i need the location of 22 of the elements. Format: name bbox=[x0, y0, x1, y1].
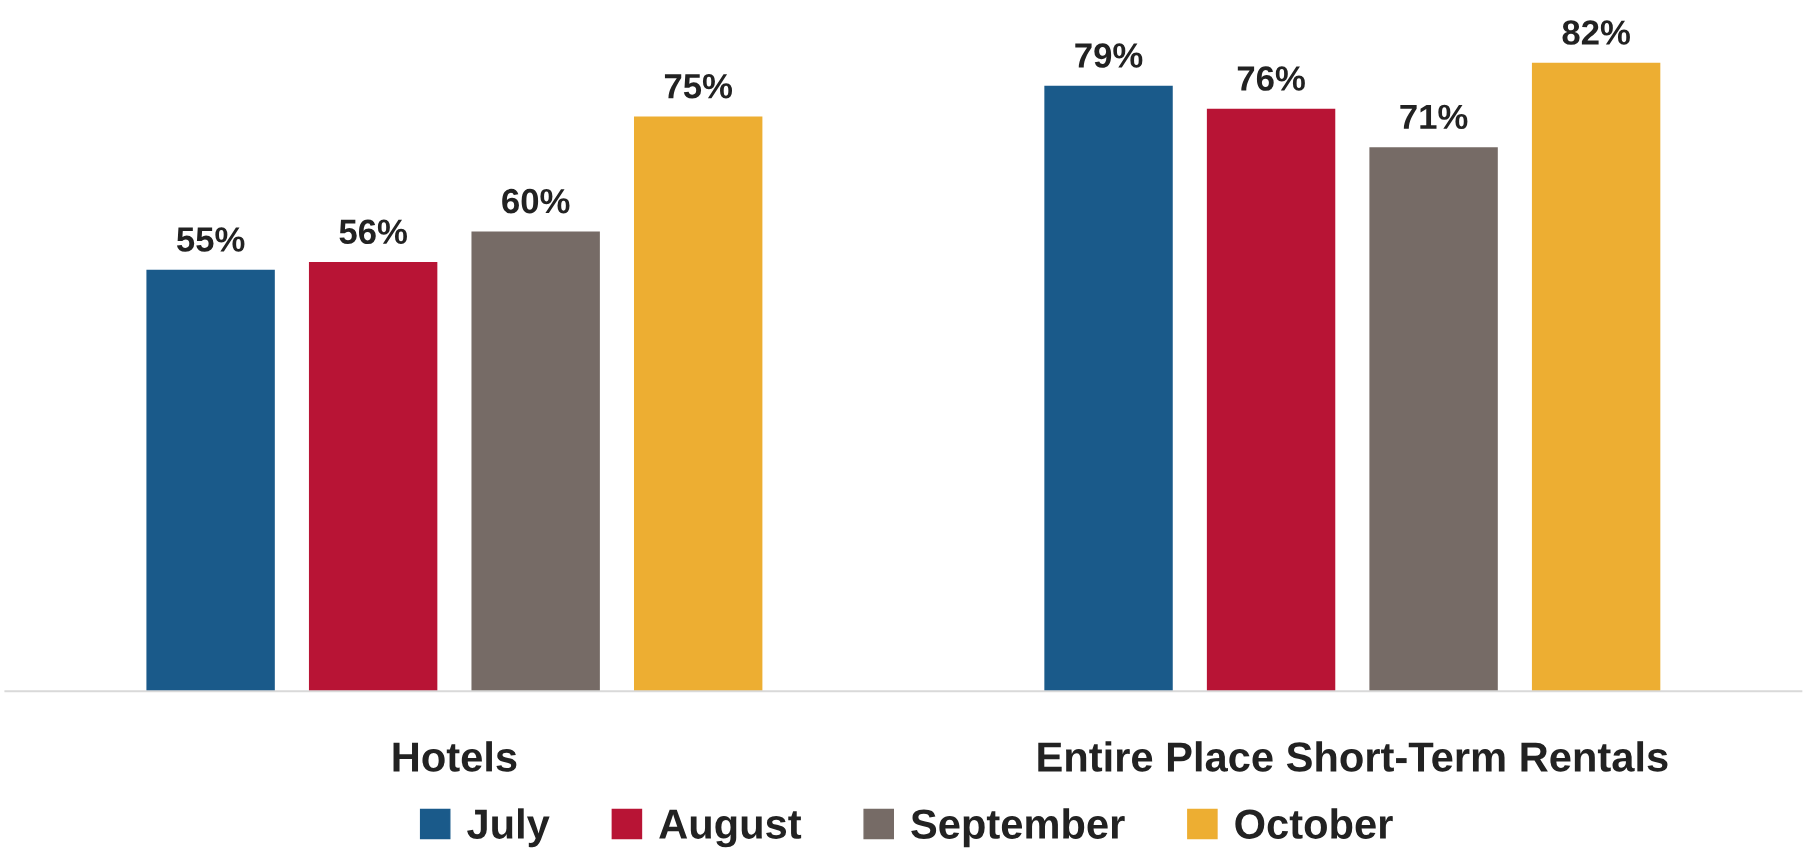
legend-label: September bbox=[911, 808, 1125, 848]
legend-label: October bbox=[1235, 808, 1393, 839]
bar bbox=[1531, 62, 1661, 692]
bar bbox=[1044, 85, 1173, 692]
bar bbox=[471, 231, 600, 692]
data-label: 76% bbox=[1237, 66, 1305, 91]
data-label: 71% bbox=[1400, 104, 1468, 130]
data-label: 75% bbox=[664, 74, 733, 99]
data-label: 56% bbox=[339, 219, 407, 245]
x-tick-label: Hotels bbox=[393, 741, 517, 772]
x-tick-label: Entire Place Short-Term Rentals bbox=[1038, 741, 1668, 772]
legend-label: July bbox=[467, 808, 550, 848]
data-label: 79% bbox=[1075, 43, 1143, 68]
data-label: 82% bbox=[1562, 20, 1630, 45]
data-label: 55% bbox=[176, 227, 245, 252]
legend-label: August bbox=[659, 809, 802, 848]
data-label: 60% bbox=[502, 188, 570, 214]
bar bbox=[1206, 108, 1336, 692]
bar bbox=[1369, 147, 1498, 692]
bar bbox=[146, 269, 275, 692]
bar bbox=[308, 262, 438, 692]
bar bbox=[633, 116, 763, 692]
